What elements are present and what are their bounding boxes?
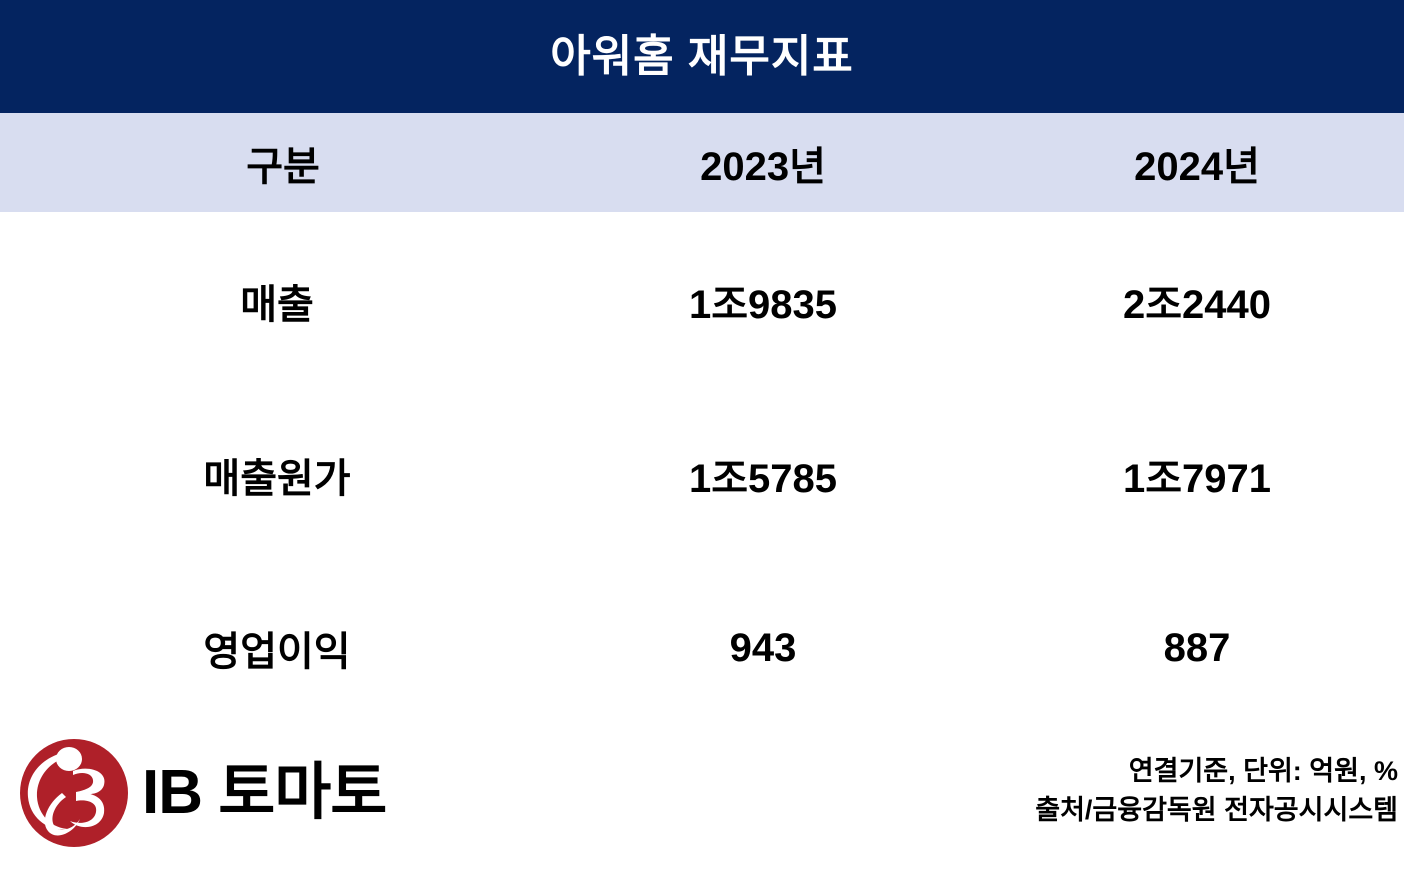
- row-value-2023: 943: [729, 625, 797, 670]
- row-value-2023: 1조9835: [688, 283, 838, 327]
- footnotes: 연결기준, 단위: 억원, % 출처/금융감독원 전자공시시스템: [1035, 752, 1398, 830]
- ib-tomato-circle-icon: [20, 739, 128, 847]
- brand-wordmark: IB 토마토: [142, 758, 387, 827]
- title-bar: 아워홈 재무지표: [0, 0, 1404, 113]
- table-row: 매출 1조9835 2조2440: [0, 269, 1404, 333]
- page-title: 아워홈 재무지표: [550, 31, 854, 81]
- unit-note: 연결기준, 단위: 억원, %: [1128, 756, 1398, 786]
- column-header-2024: 2024년: [1134, 144, 1260, 189]
- table-row: 영업이익 943 887: [0, 616, 1404, 680]
- row-value-2023: 1조5785: [688, 457, 838, 501]
- row-value-2024: 2조2440: [1122, 283, 1272, 327]
- row-label: 영업이익: [203, 630, 351, 674]
- table-body: 매출 1조9835 2조2440 매출원가 1조5785 1조7971 영업이익…: [0, 212, 1404, 712]
- source-note: 출처/금융감독원 전자공시시스템: [1035, 795, 1398, 826]
- table-header-row: 구분 2023년 2024년: [0, 113, 1404, 212]
- row-value-2024: 887: [1163, 625, 1231, 670]
- brand-logo: IB 토마토: [18, 738, 387, 848]
- row-label: 매출: [240, 283, 314, 327]
- table-row: 매출원가 1조5785 1조7971: [0, 443, 1404, 507]
- column-header-label: 구분: [246, 144, 320, 189]
- row-label: 매출원가: [203, 457, 351, 501]
- column-header-2023: 2023년: [700, 144, 826, 189]
- row-value-2024: 1조7971: [1122, 457, 1272, 501]
